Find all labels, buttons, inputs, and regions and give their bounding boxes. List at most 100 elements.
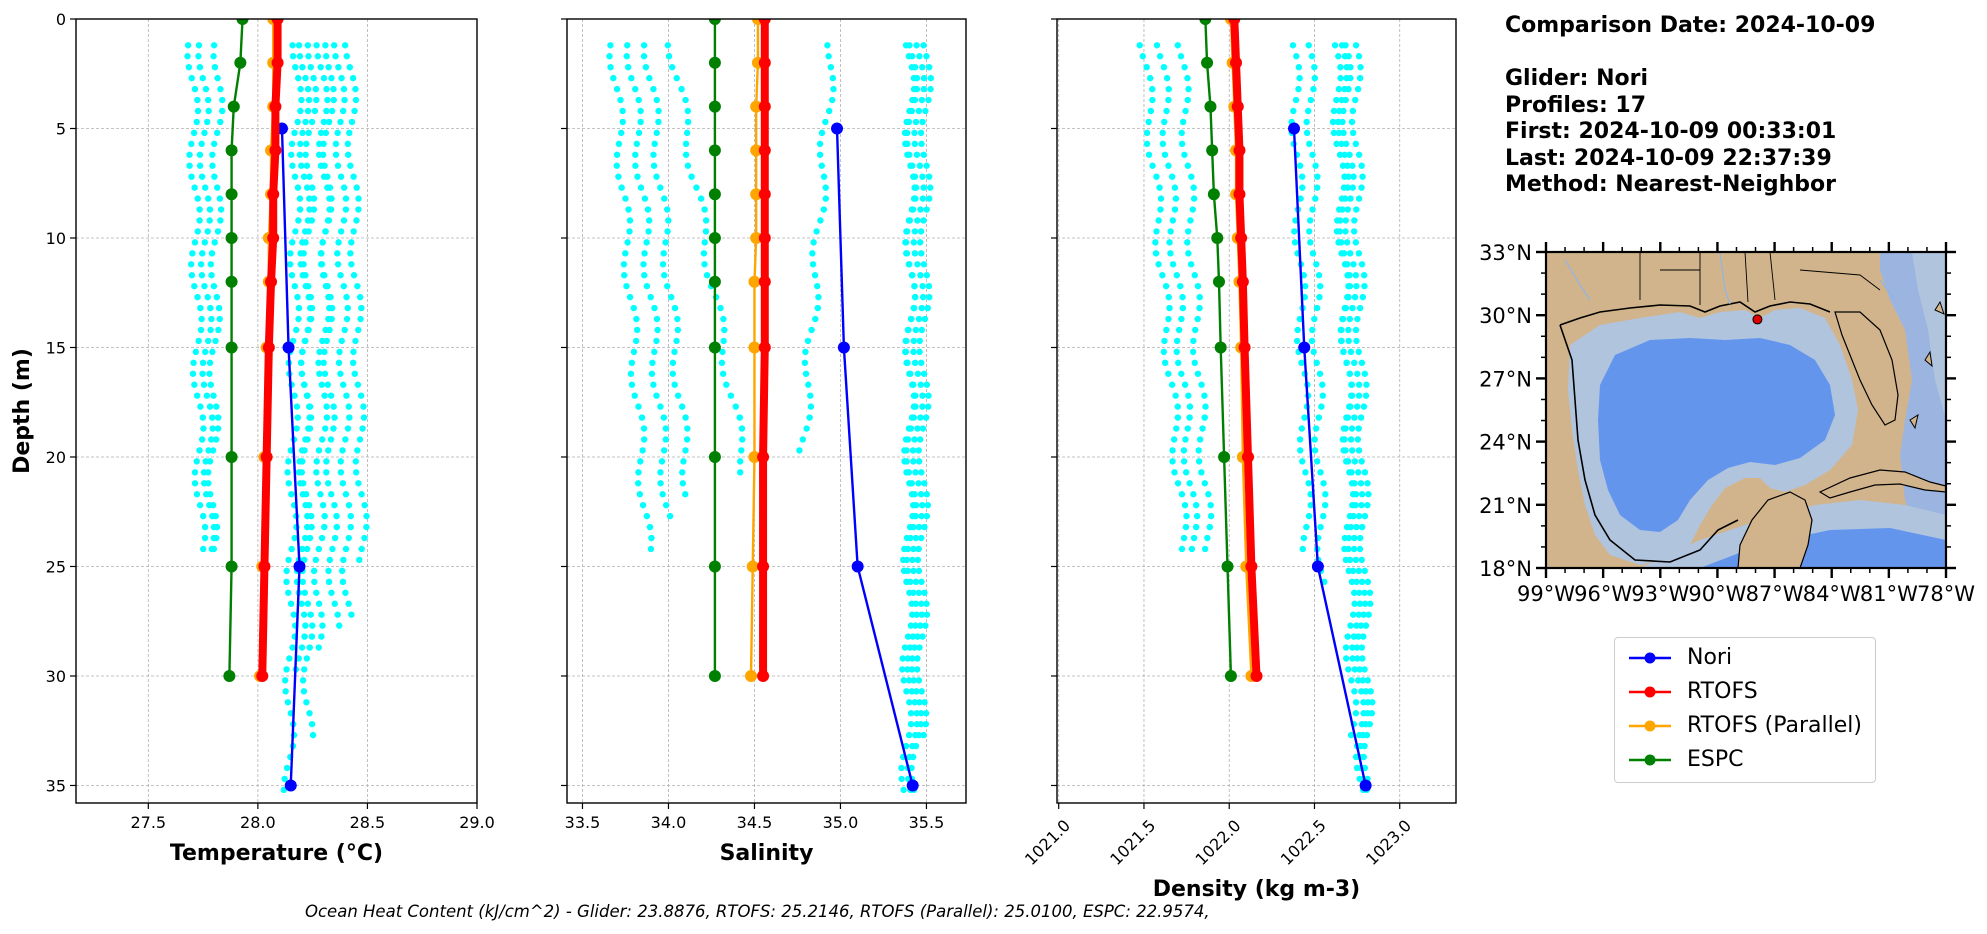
glider-profile-point [1169, 261, 1177, 268]
glider-profile-point [899, 666, 906, 673]
glider-profile-point [216, 315, 223, 323]
glider-profile-point [627, 370, 635, 377]
glider-profile-point [619, 118, 626, 126]
glider-profile-point [1352, 710, 1360, 717]
glider-profile-point [297, 250, 304, 257]
series-point-espc [1201, 56, 1214, 69]
glider-profile-point [1352, 272, 1360, 279]
glider-profile-point [351, 107, 358, 115]
glider-profile-point [196, 447, 203, 454]
glider-profile-point [214, 228, 222, 235]
glider-profile-point [921, 523, 928, 531]
glider-profile-point [803, 425, 810, 432]
glider-profile-point [630, 348, 638, 356]
glider-name: Glider: Nori [1505, 66, 1649, 91]
glider-profile-point [196, 206, 203, 213]
glider-profile-point [340, 381, 347, 388]
glider-profile-point [291, 173, 299, 180]
glider-profile-point [1295, 63, 1303, 71]
x-tick-label: 33.5 [565, 813, 601, 832]
glider-profile-point [914, 556, 922, 564]
glider-profile-point [340, 282, 347, 290]
glider-profile-point [318, 261, 326, 268]
glider-profile-point [290, 611, 298, 618]
axes-frame [1056, 18, 1457, 804]
glider-profile-point [1299, 184, 1306, 191]
glider-profile-point [919, 63, 926, 71]
glider-profile-point [813, 228, 820, 235]
glider-profile-point [637, 184, 645, 191]
glider-profile-point [210, 392, 217, 399]
glider-profile-point [196, 501, 204, 509]
glider-profile-point [288, 140, 296, 148]
glider-profile-point [1336, 228, 1343, 235]
glider-profile-point [1177, 53, 1185, 60]
glider-profile-point [1357, 414, 1365, 421]
map-lat-label: 18°N [1479, 557, 1532, 581]
glider-profile-point [1355, 469, 1362, 476]
glider-profile-point [919, 173, 926, 180]
legend-label: Nori [1687, 645, 1733, 670]
glider-profile-point [1350, 261, 1357, 268]
glider-profile-point [673, 337, 680, 345]
glider-profile-point [299, 578, 306, 586]
glider-profile-point [906, 523, 914, 531]
glider-profile-point [903, 250, 911, 257]
glider-profile-point [657, 184, 664, 191]
glider-profile-point [1300, 534, 1308, 542]
glider-profile-point [1310, 348, 1317, 356]
glider-profile-point [1351, 458, 1359, 465]
series-point-rtofs [267, 188, 280, 201]
glider-profile-point [208, 436, 215, 443]
glider-profile-point [292, 63, 299, 71]
glider-profile-point [702, 217, 710, 224]
axes-frame [566, 18, 967, 804]
x-tick-label: 1022.0 [1192, 816, 1245, 869]
glider-profile-point [622, 250, 629, 257]
glider-profile-point [910, 403, 918, 410]
glider-profile-point [1341, 545, 1348, 553]
comparison-info: Comparison Date: 2024-10-09 Glider: Nori… [1505, 13, 1875, 199]
glider-profile-point [195, 42, 203, 49]
glider-profile-point [305, 501, 313, 509]
glider-profile-point [289, 162, 296, 169]
series-point-espc [708, 560, 721, 573]
glider-profile-point [1181, 151, 1188, 158]
glider-profile-point [213, 403, 220, 410]
glider-profile-point [1298, 173, 1306, 180]
glider-profile-point [626, 217, 634, 224]
method: Method: Nearest-Neighbor [1505, 172, 1836, 197]
glider-profile-point [1351, 688, 1358, 695]
series-point-rtofs [258, 560, 271, 573]
glider-profile-point [827, 63, 835, 71]
glider-profile-point [312, 556, 319, 564]
glider-profile-point [1359, 677, 1367, 684]
glider-profile-point [1165, 162, 1172, 169]
glider-profile-point [311, 107, 319, 115]
glider-profile-point [1364, 677, 1371, 684]
glider-profile-point [327, 436, 335, 443]
glider-profile-point [802, 370, 810, 377]
glider-profile-point [1322, 491, 1329, 498]
glider-profile-point [218, 107, 226, 115]
glider-profile-point [1365, 611, 1372, 618]
glider-profile-point [913, 688, 920, 695]
glider-profile-point [916, 436, 924, 443]
glider-profile-point [920, 261, 928, 268]
glider-profile-point [1367, 688, 1374, 695]
glider-profile-point [201, 239, 209, 246]
glider-profile-point [311, 578, 318, 586]
glider-profile-point [1191, 359, 1198, 367]
glider-profile-point [1338, 337, 1345, 345]
glider-profile-point [637, 118, 644, 126]
glider-profile-point [297, 140, 304, 148]
glider-profile-point [330, 85, 337, 93]
glider-profile-point [328, 107, 336, 115]
glider-profile-point [350, 272, 358, 279]
series-point-rtofs [1236, 275, 1249, 288]
glider-profile-point [1152, 250, 1160, 257]
glider-profile-point [1351, 600, 1358, 607]
glider-profile-point [208, 250, 216, 257]
glider-profile-point [320, 74, 328, 82]
glider-profile-point [1352, 239, 1360, 246]
